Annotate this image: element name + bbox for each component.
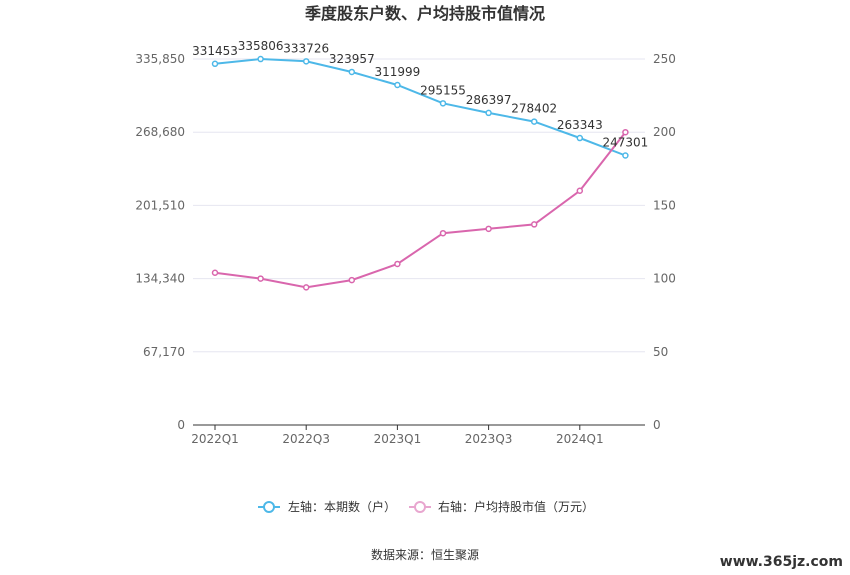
right-tick-label: 200 xyxy=(653,125,676,139)
data-point-right[interactable] xyxy=(348,276,356,284)
left-tick-label: 335,850 xyxy=(135,52,185,66)
series-line-left xyxy=(214,57,626,157)
data-point-right[interactable] xyxy=(485,225,492,233)
legend-marker-left xyxy=(263,501,275,513)
data-point-right[interactable] xyxy=(439,229,447,237)
data-point-right[interactable] xyxy=(211,269,219,276)
series-line-right xyxy=(214,131,627,289)
data-point-left[interactable] xyxy=(622,152,629,159)
data-label: 323957 xyxy=(329,52,375,66)
data-point-left[interactable] xyxy=(439,100,447,107)
data-point-right[interactable] xyxy=(576,187,584,195)
right-tick-label: 100 xyxy=(653,272,676,286)
data-point-right[interactable] xyxy=(394,260,401,268)
right-tick-label: 50 xyxy=(653,345,668,359)
data-label: 295155 xyxy=(420,83,466,97)
data-label: 335806 xyxy=(238,39,284,53)
data-label: 286397 xyxy=(466,93,512,107)
x-tick-label: 2024Q1 xyxy=(556,432,604,446)
right-axis: 0 50 100 150 200 250 xyxy=(653,52,676,432)
legend: 左轴：本期数（户） 右轴：户均持股市值（万元） xyxy=(258,499,594,514)
data-point-left[interactable] xyxy=(257,55,264,63)
right-tick-label: 250 xyxy=(653,52,676,66)
data-point-right[interactable] xyxy=(302,284,310,291)
data-label: 263343 xyxy=(557,118,603,132)
data-point-left[interactable] xyxy=(394,81,401,89)
right-tick-label: 0 xyxy=(653,418,661,432)
data-point-left[interactable] xyxy=(576,134,584,142)
x-axis: 2022Q1 2022Q3 2023Q1 2023Q3 2024Q1 xyxy=(191,424,645,446)
legend-item-right[interactable]: 右轴：户均持股市值（万元） xyxy=(409,499,594,514)
data-point-right[interactable] xyxy=(530,221,538,228)
data-point-left[interactable] xyxy=(530,118,538,125)
data-label: 331453 xyxy=(192,44,238,58)
data-label: 333726 xyxy=(283,41,329,55)
legend-marker-right xyxy=(414,501,426,513)
left-tick-label: 67,170 xyxy=(143,345,185,359)
chart-title: 季度股东户数、户均持股市值情况 xyxy=(304,4,545,23)
legend-label-right: 右轴：户均持股市值（万元） xyxy=(438,499,594,514)
watermark: www.365jz.com xyxy=(720,554,843,570)
data-point-left[interactable] xyxy=(348,68,356,76)
source-note: 数据来源：恒生聚源 xyxy=(371,547,479,562)
data-point-left[interactable] xyxy=(485,109,492,117)
data-point-right[interactable] xyxy=(622,128,629,136)
x-tick-label: 2022Q3 xyxy=(282,432,330,446)
data-point-right[interactable] xyxy=(257,275,264,282)
data-point-left[interactable] xyxy=(302,58,310,65)
x-tick-label: 2023Q3 xyxy=(465,432,513,446)
data-label: 247301 xyxy=(602,135,648,149)
left-tick-label: 201,510 xyxy=(135,198,185,212)
left-axis: 0 67,170 134,340 201,510 268,680 335,850 xyxy=(135,52,185,432)
legend-label-left: 左轴：本期数（户） xyxy=(288,499,396,514)
left-tick-label: 0 xyxy=(177,418,185,432)
series-lines xyxy=(214,57,627,289)
right-tick-label: 150 xyxy=(653,198,676,212)
left-tick-label: 268,680 xyxy=(135,125,185,139)
grid xyxy=(193,58,645,353)
data-label: 311999 xyxy=(374,65,420,79)
x-tick-label: 2023Q1 xyxy=(374,432,422,446)
data-label: 278402 xyxy=(511,102,557,116)
data-labels: 331453 335806 3337263239573119992951552863… xyxy=(192,39,648,149)
series-points xyxy=(211,55,629,291)
legend-item-left[interactable]: 左轴：本期数（户） xyxy=(258,499,396,514)
left-tick-label: 134,340 xyxy=(135,272,185,286)
data-point-left[interactable] xyxy=(211,60,219,68)
x-tick-label: 2022Q1 xyxy=(191,432,239,446)
